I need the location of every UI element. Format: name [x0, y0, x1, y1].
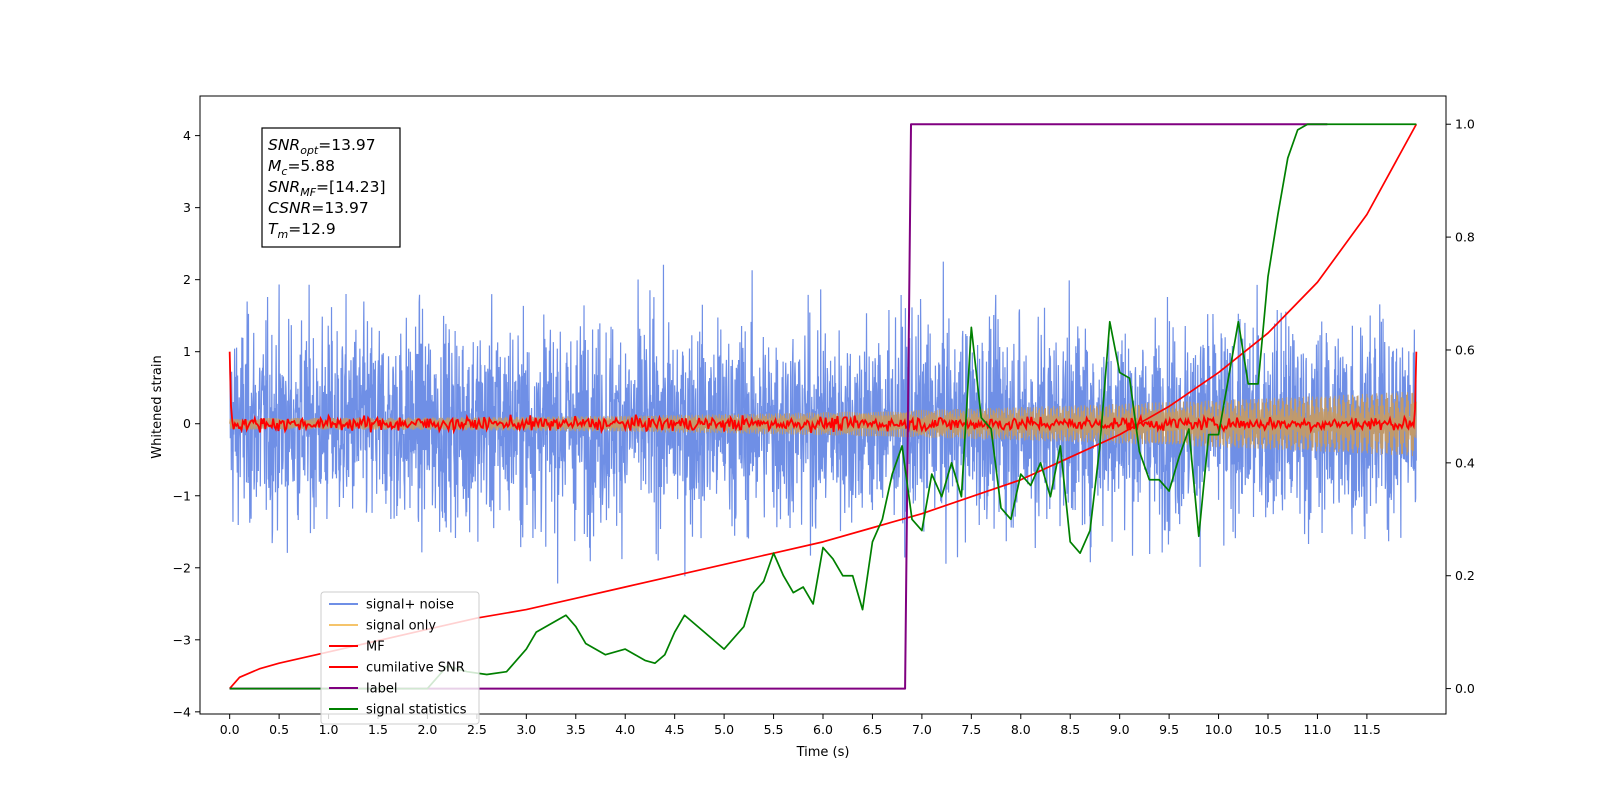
- x-tick-label: 0.5: [269, 722, 289, 737]
- y-axis-right: 0.0 0.2 0.4 0.6 0.8 1.0: [1446, 117, 1475, 696]
- y-right-tick-label: 0.8: [1455, 230, 1475, 245]
- x-tick-label: 9.5: [1159, 722, 1179, 737]
- x-tick-label: 6.5: [862, 722, 882, 737]
- annotation-value: =13.97: [318, 136, 375, 154]
- x-axis-label: Time (s): [796, 745, 850, 760]
- y-left-tick-label: −1: [173, 488, 191, 503]
- y-right-tick-label: 0.0: [1455, 681, 1475, 696]
- legend-label: MF: [366, 640, 385, 655]
- annotation-symbol: CSNR: [268, 199, 311, 217]
- legend-label: signal only: [366, 619, 436, 634]
- y-left-tick-label: −4: [173, 704, 191, 719]
- annotation-frame: [261, 127, 401, 248]
- x-tick-label: 8.5: [1060, 722, 1080, 737]
- legend-label: signal statistics: [366, 703, 467, 718]
- series-mf-line: [228, 351, 1418, 435]
- x-tick-label: 7.0: [912, 722, 932, 737]
- x-axis: 0.0 0.5 1.0 1.5 2.0 2.5 3.0 3.5 4.0 4.5 5.0 5.5 6.0 6…: [220, 714, 1381, 737]
- y-right-tick-label: 0.6: [1455, 342, 1475, 357]
- y-right-tick-label: 0.2: [1455, 568, 1475, 583]
- series-label-line: [229, 123, 1328, 690]
- annotation-symbol: SNR: [268, 136, 300, 154]
- series-signal-statistics-line: [229, 123, 1417, 690]
- y-left-tick-label: 4: [183, 128, 191, 143]
- x-tick-label: 11.5: [1353, 722, 1381, 737]
- y-left-tick-label: 0: [183, 416, 191, 431]
- legend-label: signal+ noise: [366, 598, 454, 613]
- x-tick-label: 5.5: [764, 722, 784, 737]
- annotation-symbol: T: [268, 220, 279, 238]
- x-tick-label: 9.0: [1110, 722, 1130, 737]
- x-tick-label: 7.5: [961, 722, 981, 737]
- x-tick-label: 1.0: [319, 722, 339, 737]
- annotation-line: SNRMF=[14.23]: [268, 178, 386, 199]
- annotation-line: Mc=5.88: [268, 157, 335, 178]
- x-tick-label: 3.5: [566, 722, 586, 737]
- x-tick-label: 0.0: [220, 722, 240, 737]
- annotation-line: CSNR=13.97: [268, 199, 369, 217]
- y-axis-left: −4 −3 −2 −1 0 1 2 3 4: [173, 128, 200, 719]
- x-tick-label: 1.5: [368, 722, 388, 737]
- y-left-tick-label: 2: [183, 272, 191, 287]
- x-tick-label: 4.5: [665, 722, 685, 737]
- x-tick-label: 4.0: [615, 722, 635, 737]
- legend-frame: [320, 591, 480, 725]
- annotation-value: =13.97: [311, 199, 368, 217]
- x-tick-label: 2.5: [467, 722, 487, 737]
- annotation-symbol: M: [268, 157, 281, 175]
- y-right-tick-label: 0.4: [1455, 455, 1475, 470]
- legend: signal+ noise signal only MF cumilative SNR…: [320, 591, 480, 725]
- annotation-symbol: SNR: [268, 178, 300, 196]
- annotation-box: SNRopt=13.97Mc=5.88SNRMF=[14.23]CSNR=13.…: [261, 127, 401, 248]
- x-tick-label: 10.5: [1254, 722, 1282, 737]
- x-tick-label: 11.0: [1304, 722, 1332, 737]
- y-axis-label: Whitened strain: [150, 355, 165, 458]
- legend-label: cumilative SNR: [366, 661, 465, 676]
- x-tick-label: 8.0: [1011, 722, 1031, 737]
- legend-label: label: [366, 682, 397, 697]
- x-tick-label: 6.0: [813, 722, 833, 737]
- y-left-tick-label: 3: [183, 200, 191, 215]
- annotation-value: =[14.23]: [316, 178, 385, 196]
- annotation-subscript: opt: [300, 144, 319, 157]
- annotation-subscript: m: [277, 228, 288, 241]
- annotation-value: =12.9: [288, 220, 336, 238]
- annotation-subscript: c: [281, 165, 287, 178]
- annotation-line: SNRopt=13.97: [268, 136, 376, 157]
- y-left-tick-label: −2: [173, 560, 191, 575]
- annotation-line: Tm=12.9: [268, 220, 336, 241]
- y-right-tick-label: 1.0: [1455, 117, 1475, 132]
- series-signal-noise-line: [229, 261, 1417, 584]
- annotation-value: =5.88: [287, 157, 335, 175]
- annotation-subscript: MF: [300, 186, 316, 199]
- x-tick-label: 3.0: [516, 722, 536, 737]
- x-tick-label: 5.0: [714, 722, 734, 737]
- x-tick-label: 10.0: [1205, 722, 1233, 737]
- x-tick-label: 2.0: [417, 722, 437, 737]
- y-left-tick-label: −3: [173, 632, 191, 647]
- y-left-tick-label: 1: [183, 344, 191, 359]
